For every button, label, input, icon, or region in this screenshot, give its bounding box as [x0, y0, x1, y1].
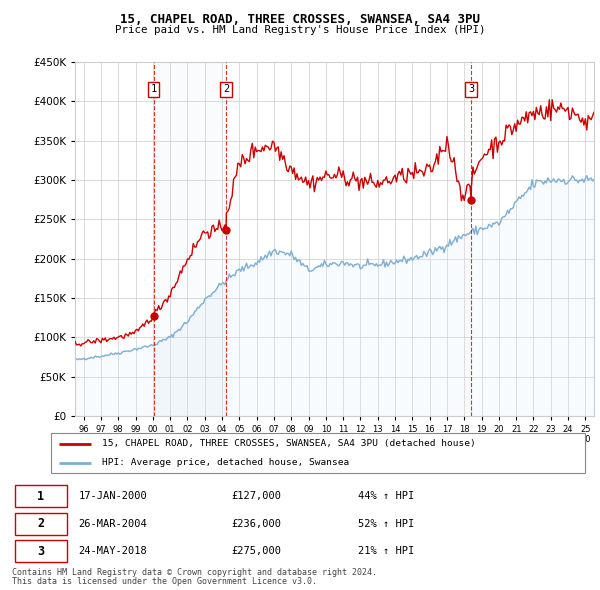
Text: 15, CHAPEL ROAD, THREE CROSSES, SWANSEA, SA4 3PU: 15, CHAPEL ROAD, THREE CROSSES, SWANSEA,… [120, 13, 480, 26]
FancyBboxPatch shape [15, 485, 67, 507]
Text: 3: 3 [468, 84, 474, 94]
FancyBboxPatch shape [50, 433, 586, 473]
Text: 24-MAY-2018: 24-MAY-2018 [78, 546, 147, 556]
FancyBboxPatch shape [15, 540, 67, 562]
Text: 2: 2 [37, 517, 44, 530]
Text: £127,000: £127,000 [231, 491, 281, 502]
Text: 26-MAR-2004: 26-MAR-2004 [78, 519, 147, 529]
Text: £236,000: £236,000 [231, 519, 281, 529]
Text: This data is licensed under the Open Government Licence v3.0.: This data is licensed under the Open Gov… [12, 578, 317, 586]
Text: 17-JAN-2000: 17-JAN-2000 [78, 491, 147, 502]
Text: Price paid vs. HM Land Registry's House Price Index (HPI): Price paid vs. HM Land Registry's House … [115, 25, 485, 35]
Text: 21% ↑ HPI: 21% ↑ HPI [358, 546, 414, 556]
FancyBboxPatch shape [15, 513, 67, 535]
Text: 15, CHAPEL ROAD, THREE CROSSES, SWANSEA, SA4 3PU (detached house): 15, CHAPEL ROAD, THREE CROSSES, SWANSEA,… [102, 440, 476, 448]
Text: 2: 2 [223, 84, 229, 94]
Text: HPI: Average price, detached house, Swansea: HPI: Average price, detached house, Swan… [102, 458, 349, 467]
Text: Contains HM Land Registry data © Crown copyright and database right 2024.: Contains HM Land Registry data © Crown c… [12, 568, 377, 577]
Text: 1: 1 [37, 490, 44, 503]
Text: 52% ↑ HPI: 52% ↑ HPI [358, 519, 414, 529]
Text: 44% ↑ HPI: 44% ↑ HPI [358, 491, 414, 502]
Text: 1: 1 [151, 84, 157, 94]
Text: 3: 3 [37, 545, 44, 558]
Text: £275,000: £275,000 [231, 546, 281, 556]
